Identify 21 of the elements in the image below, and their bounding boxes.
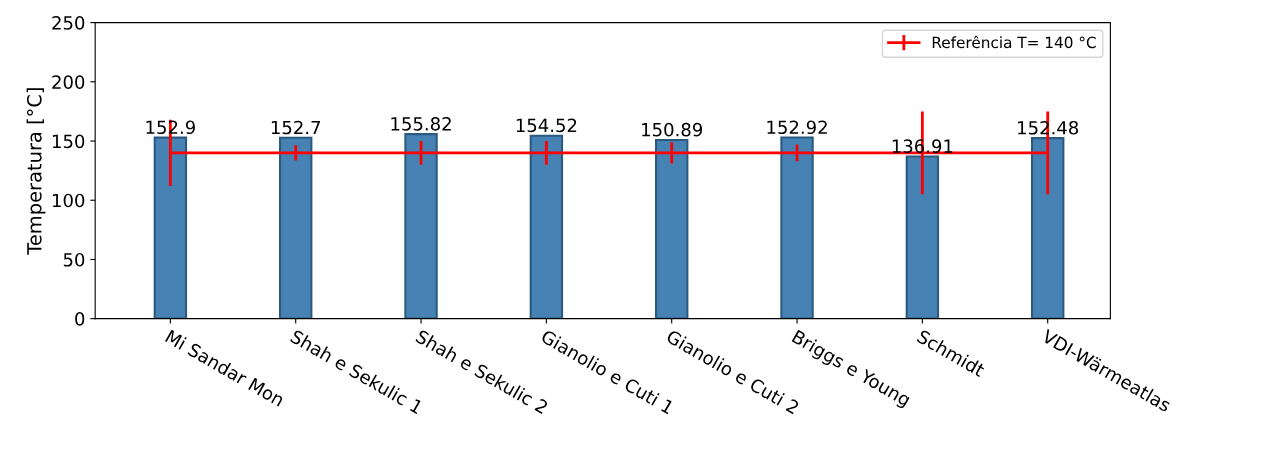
bar (655, 138, 689, 319)
y-tick-label: 0 (75, 312, 85, 326)
legend-label: Referência T= 140 °C (932, 35, 1096, 49)
bar (153, 136, 188, 319)
y-tick-label: 100 (52, 193, 85, 208)
data-label: 154.52 (516, 118, 577, 133)
data-label: 150.89 (642, 122, 703, 137)
data-label: 152.92 (767, 120, 827, 135)
bar (404, 133, 438, 319)
y-tick-label: 50 (63, 252, 85, 267)
y-axis-title: Temperatura [°C] (26, 88, 46, 255)
data-label: 152.7 (271, 120, 321, 135)
bar (529, 134, 564, 319)
bar (1031, 137, 1065, 319)
y-tick-label: 250 (52, 16, 85, 30)
bar (279, 136, 313, 319)
data-label: 155.82 (391, 116, 451, 131)
y-tick-label: 200 (52, 75, 85, 89)
y-tick-label: 150 (52, 134, 85, 149)
bar (905, 155, 940, 319)
bar (780, 136, 814, 319)
